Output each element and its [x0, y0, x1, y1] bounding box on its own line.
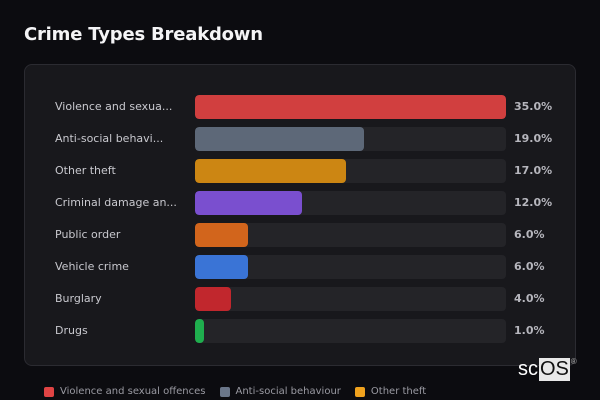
legend-label: Violence and sexual offences	[60, 386, 206, 397]
bar-track	[195, 159, 506, 183]
legend-label: Other theft	[370, 386, 427, 397]
bar-fill[interactable]	[195, 191, 302, 215]
chart-panel: Violence and sexua... 35.0% Anti-social be…	[24, 64, 576, 366]
bar-value: 12.0%	[514, 196, 553, 209]
bar-label: Anti-social behavi...	[55, 132, 164, 145]
legend-swatch-icon	[44, 386, 54, 397]
bar-row[interactable]: Violence and sexua... 35.0%	[25, 95, 575, 119]
bar-track	[195, 319, 506, 343]
bar-fill[interactable]	[195, 223, 249, 247]
bar-value: 19.0%	[514, 132, 553, 145]
legend-item[interactable]: Violence and sexual offences	[44, 386, 206, 397]
bar-fill[interactable]	[195, 287, 231, 311]
bar-track	[195, 95, 506, 119]
bar-label: Burglary	[55, 292, 102, 305]
bar-value: 35.0%	[514, 100, 553, 113]
bar-row[interactable]: Public order 6.0%	[25, 223, 575, 247]
bar-row[interactable]: Anti-social behavi... 19.0%	[25, 127, 575, 151]
legend-swatch-icon	[354, 386, 365, 397]
bar-row[interactable]: Vehicle crime 6.0%	[25, 255, 575, 279]
legend-label: Anti-social behaviour	[235, 386, 341, 397]
bar-label: Other theft	[55, 164, 116, 177]
bar-track	[195, 191, 506, 215]
chart-title: Crime Types Breakdown	[24, 24, 263, 45]
bar-track	[195, 255, 506, 279]
bar-track	[195, 127, 506, 151]
bar-fill[interactable]	[195, 255, 249, 279]
legend-swatch-icon	[219, 386, 230, 397]
bar-fill[interactable]	[195, 159, 347, 183]
bar-track	[195, 223, 506, 247]
bar-value: 1.0%	[514, 324, 545, 337]
bar-row[interactable]: Criminal damage an... 12.0%	[25, 191, 575, 215]
bar-row[interactable]: Drugs 1.0%	[25, 319, 575, 343]
bar-fill[interactable]	[195, 319, 205, 343]
bar-label: Vehicle crime	[55, 260, 129, 273]
bar-label: Violence and sexua...	[55, 100, 173, 113]
bar-value: 17.0%	[514, 164, 553, 177]
bar-value: 6.0%	[514, 228, 545, 241]
bar-row[interactable]: Other theft 17.0%	[25, 159, 575, 183]
bar-value: 4.0%	[514, 292, 545, 305]
scos-watermark-logo: sc OS ®	[518, 357, 577, 381]
bar-fill[interactable]	[195, 95, 506, 119]
bar-label: Public order	[55, 228, 121, 241]
chart-legend: Violence and sexual offences Anti-social …	[44, 386, 426, 397]
registered-mark-icon: ®	[570, 357, 577, 366]
bar-fill[interactable]	[195, 127, 364, 151]
watermark-prefix: sc	[518, 358, 538, 380]
bar-label: Drugs	[55, 324, 88, 337]
bar-value: 6.0%	[514, 260, 545, 273]
bar-row[interactable]: Burglary 4.0%	[25, 287, 575, 311]
bar-label: Criminal damage an...	[55, 196, 177, 209]
legend-item[interactable]: Anti-social behaviour	[219, 386, 341, 397]
watermark-boxed: OS	[539, 358, 570, 381]
bar-track	[195, 287, 506, 311]
legend-item[interactable]: Other theft	[354, 386, 427, 397]
